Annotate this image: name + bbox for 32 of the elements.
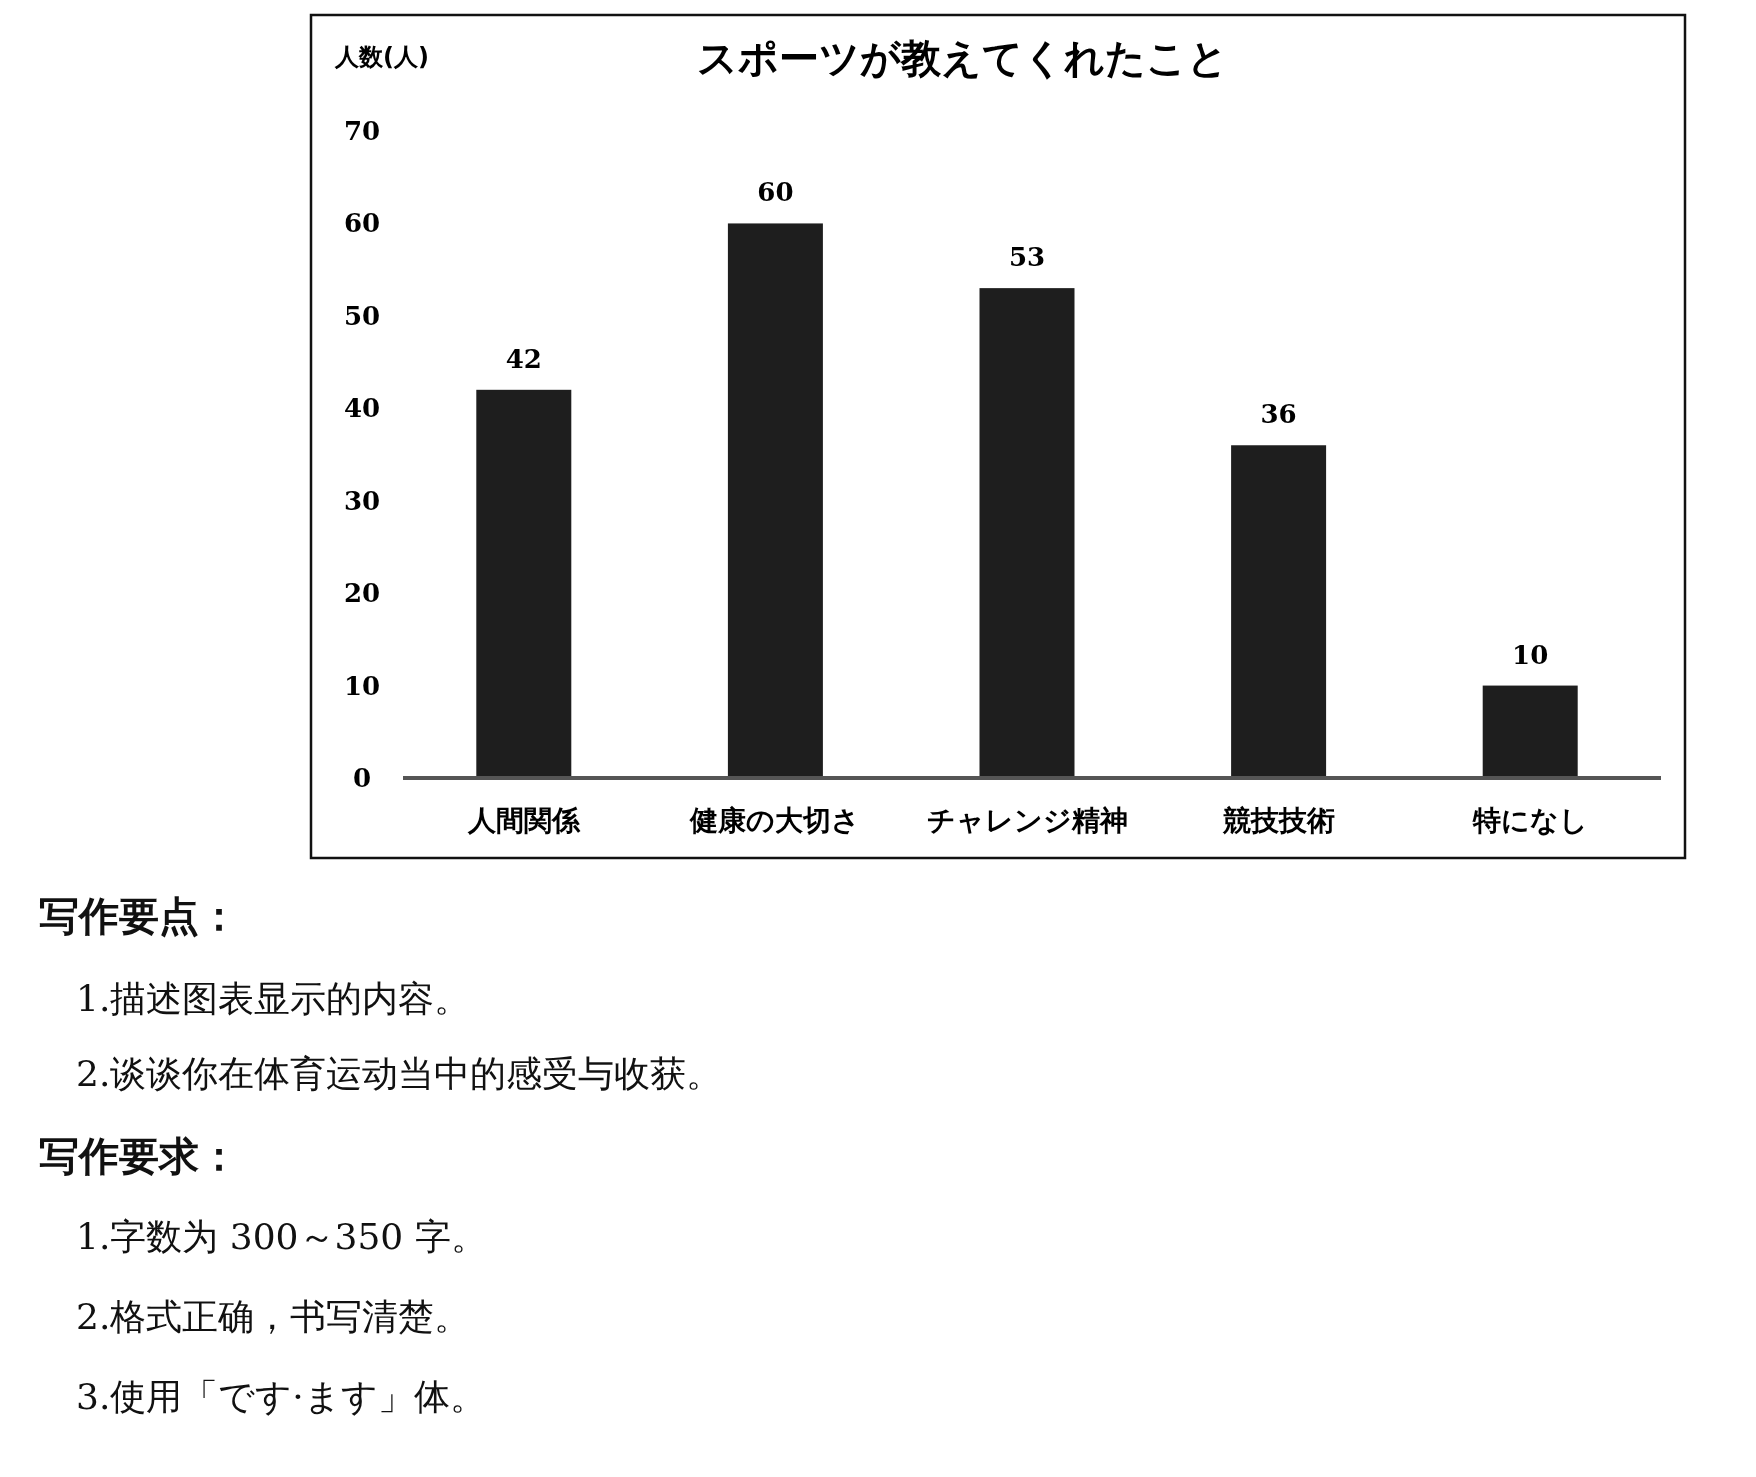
y-tick-label: 30 — [343, 485, 381, 516]
bar — [979, 288, 1075, 778]
data-label: 42 — [505, 343, 542, 374]
y-axis-title: 人数(人) — [334, 43, 429, 71]
text: 3.使用「です·ます」体。 — [76, 1376, 486, 1417]
text: 2.谈谈你在体育运动当中的感受与收获。 — [76, 1053, 723, 1094]
chart-title: スポーツが教えてくれたこと — [696, 35, 1228, 81]
text: 2.格式正确，书写清楚。 — [76, 1296, 471, 1337]
text: 1.描述图表显示的内容。 — [76, 978, 471, 1019]
data-label: 60 — [757, 177, 794, 208]
x-tick-label: 競技技術 — [1221, 804, 1335, 837]
data-label: 10 — [1512, 639, 1549, 670]
y-tick-label: 20 — [343, 578, 381, 609]
bar — [476, 389, 572, 778]
x-tick-label: チャレンジ精神 — [926, 804, 1128, 837]
text: 写作要点： — [39, 892, 239, 939]
data-label: 36 — [1260, 399, 1297, 430]
bar — [1482, 685, 1578, 778]
text: 1.字数为 300～350 字。 — [76, 1216, 487, 1257]
y-tick-label: 70 — [343, 116, 381, 146]
y-tick-label: 60 — [343, 208, 381, 239]
text: 写作要求： — [39, 1132, 239, 1179]
y-tick-label: 10 — [343, 670, 381, 701]
x-tick-label: 人間関係 — [466, 804, 581, 837]
x-tick-label: 健康の大切さ — [689, 804, 861, 837]
y-tick-label: 40 — [343, 393, 381, 424]
bar — [727, 223, 823, 778]
x-tick-label: 特になし — [1471, 804, 1588, 837]
y-tick-label: 0 — [352, 763, 372, 793]
y-tick-label: 50 — [343, 300, 381, 331]
bar — [1231, 445, 1327, 778]
data-label: 53 — [1008, 242, 1046, 273]
